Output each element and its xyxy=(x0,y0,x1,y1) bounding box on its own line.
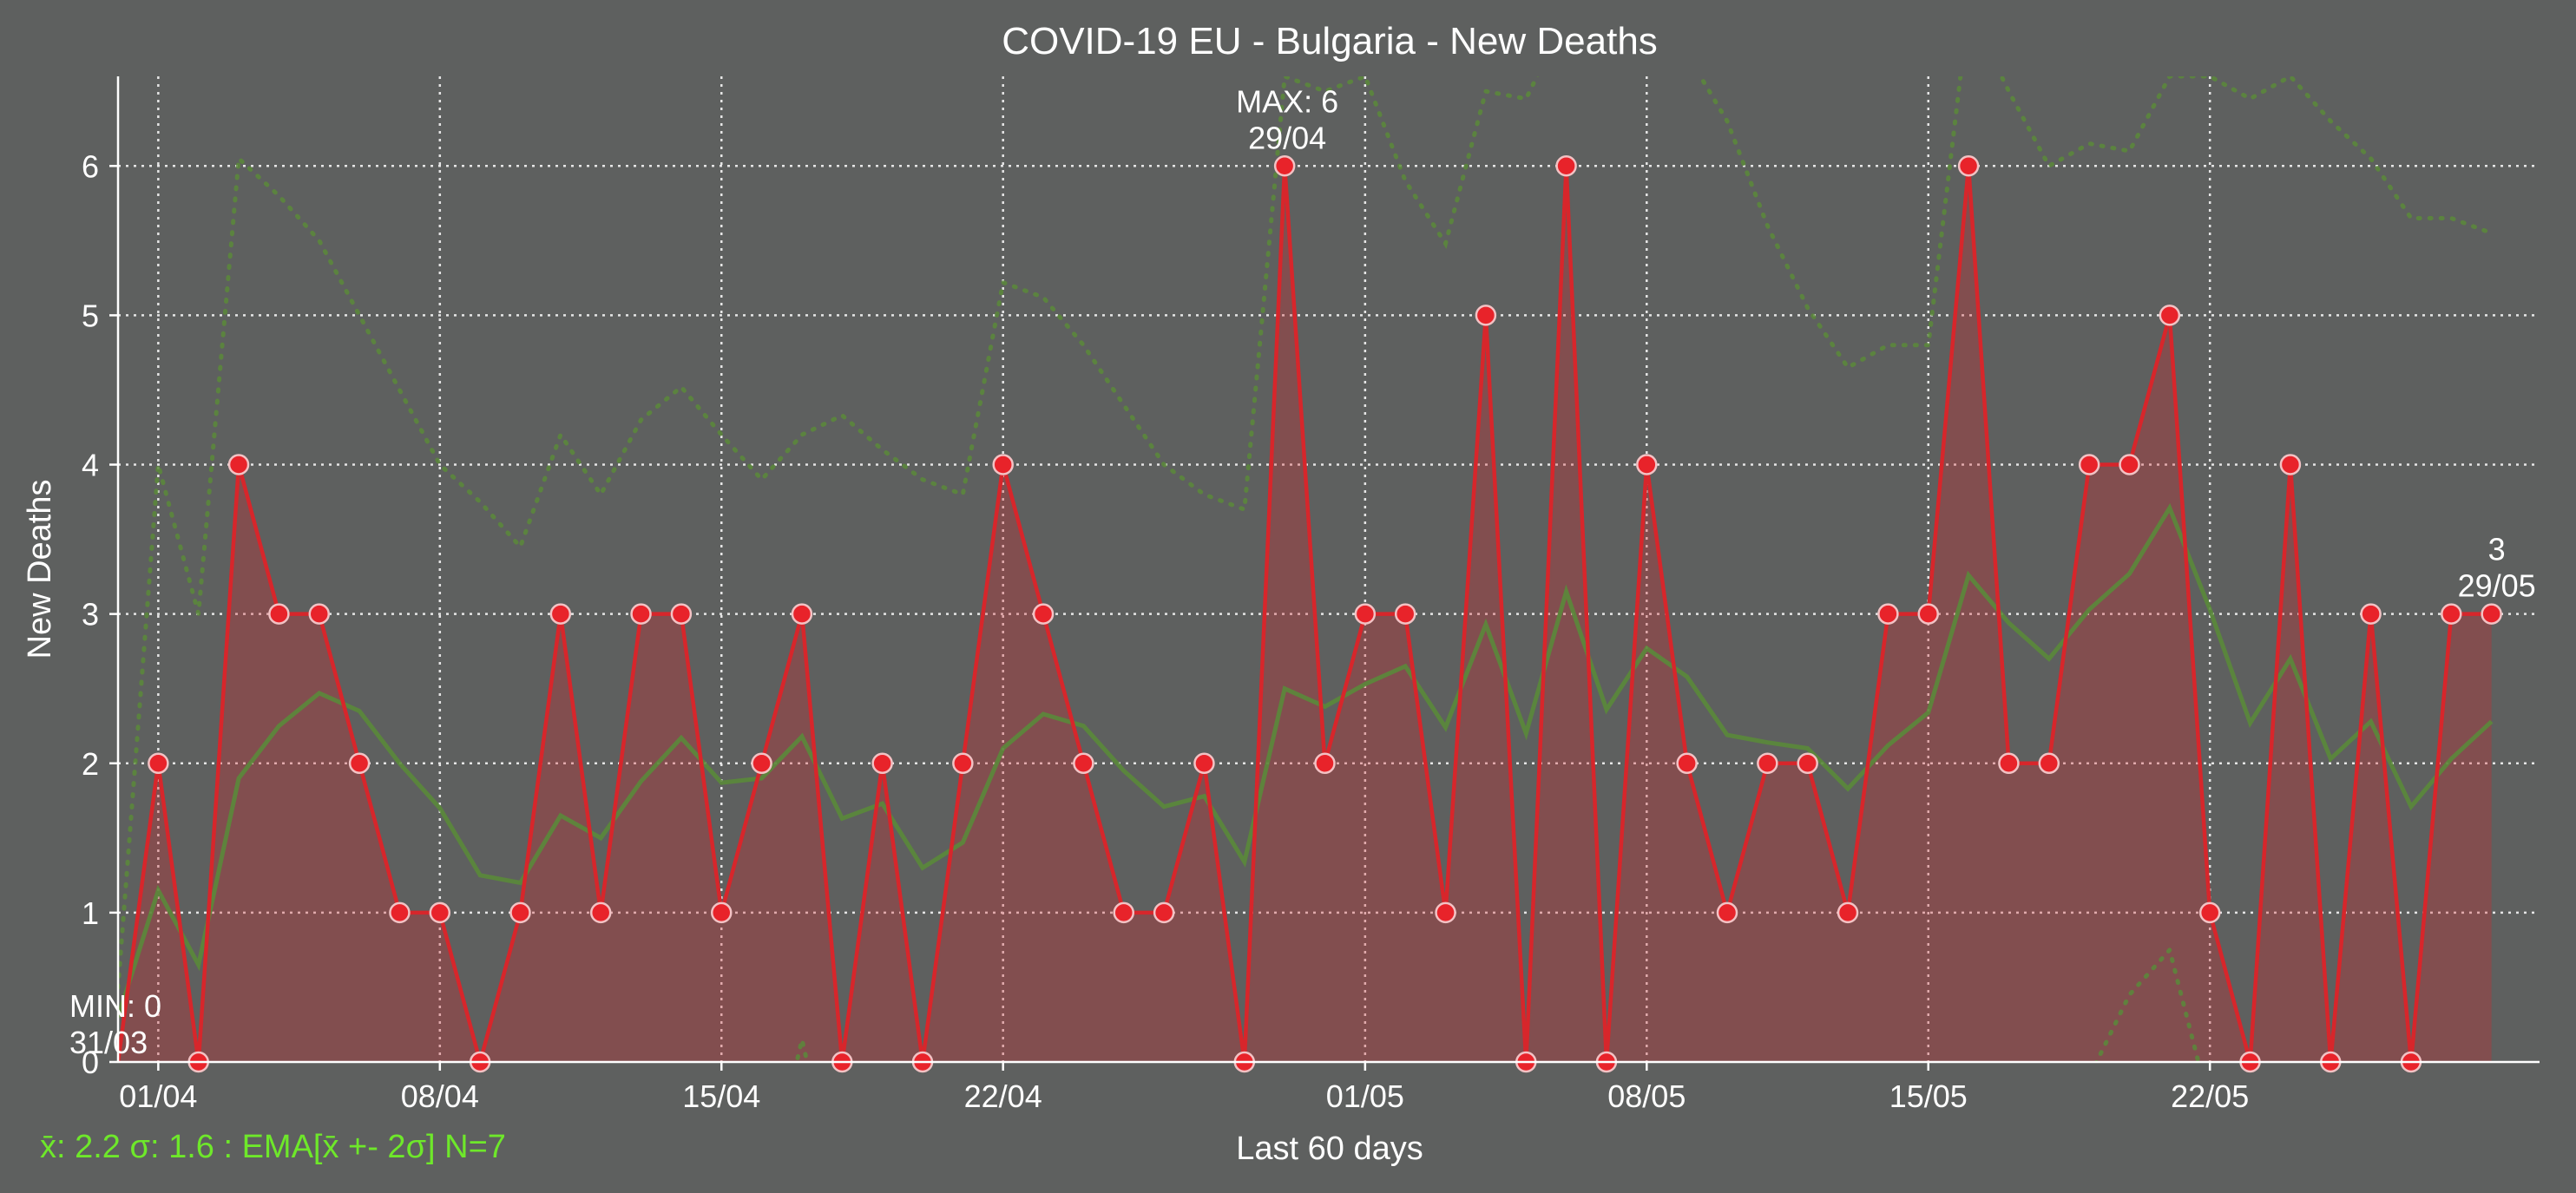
y-tick-label: 1 xyxy=(82,895,99,931)
x-tick-label: 08/04 xyxy=(401,1078,479,1114)
data-point xyxy=(348,752,371,775)
y-tick-label: 5 xyxy=(82,298,99,333)
last-annotation-value: 3 xyxy=(2488,532,2506,567)
data-point xyxy=(148,752,169,775)
data-point xyxy=(1314,752,1336,775)
chart-title: COVID-19 EU - Bulgaria - New Deaths xyxy=(1002,20,1658,62)
data-point xyxy=(791,603,813,625)
data-point xyxy=(2279,454,2302,475)
data-point xyxy=(1917,603,1939,625)
x-axis-label: Last 60 days xyxy=(1236,1131,1423,1167)
data-point xyxy=(1153,901,1175,924)
x-tick-label: 08/05 xyxy=(1607,1078,1686,1114)
data-point xyxy=(871,752,893,775)
y-axis-label: New Deaths xyxy=(22,480,58,659)
data-point xyxy=(308,603,330,625)
data-point xyxy=(952,752,974,775)
x-tick-label: 15/05 xyxy=(1889,1078,1968,1114)
data-point xyxy=(1837,901,1859,924)
y-tick-label: 2 xyxy=(82,746,99,782)
data-point xyxy=(1193,752,1215,775)
data-point xyxy=(670,603,693,625)
data-point xyxy=(1073,752,1094,775)
max-annotation-value: MAX: 6 xyxy=(1236,83,1338,119)
y-tick-label: 3 xyxy=(82,597,99,633)
x-tick-label: 22/05 xyxy=(2171,1078,2249,1114)
data-point xyxy=(509,901,531,924)
data-point xyxy=(1636,454,1658,475)
data-point xyxy=(1757,752,1778,775)
data-point xyxy=(2441,603,2462,625)
x-tick-label: 15/04 xyxy=(682,1078,760,1114)
data-point xyxy=(1032,603,1055,625)
min-annotation-value: MIN: 0 xyxy=(69,988,161,1024)
data-point xyxy=(711,901,733,924)
data-point xyxy=(1957,155,1980,177)
data-point xyxy=(268,603,290,625)
data-point xyxy=(1394,603,1416,625)
data-point xyxy=(1998,752,2020,775)
y-tick-label: 6 xyxy=(82,148,99,184)
min-annotation-date: 31/03 xyxy=(69,1025,148,1060)
data-point xyxy=(2078,454,2100,475)
data-point xyxy=(1716,901,1738,924)
data-point xyxy=(751,752,772,775)
y-ticks: 0 1 2 3 4 5 6 xyxy=(82,148,118,1080)
new-deaths-area xyxy=(118,166,2492,1062)
area-fill xyxy=(118,166,2492,1062)
last-annotation-date: 29/05 xyxy=(2458,568,2536,604)
x-tick-label: 01/04 xyxy=(119,1078,197,1114)
data-point xyxy=(2159,305,2181,326)
data-point xyxy=(389,901,411,924)
max-annotation-date: 29/04 xyxy=(1248,120,1326,155)
data-point xyxy=(1877,603,1899,625)
x-tick-label: 01/05 xyxy=(1326,1078,1404,1114)
data-point xyxy=(2198,901,2221,924)
data-point xyxy=(2119,454,2140,475)
ema-polyline xyxy=(118,502,2494,1019)
stats-label: x̄: 2.2 σ: 1.6 : EMA[x̄ +- 2σ] N=7 xyxy=(40,1129,506,1165)
ema-line xyxy=(118,502,2494,1019)
data-point xyxy=(549,603,572,625)
data-point xyxy=(227,454,250,475)
data-point xyxy=(429,901,451,924)
y-tick-label: 0 xyxy=(82,1045,99,1080)
data-point xyxy=(1354,603,1377,625)
data-point xyxy=(1435,901,1456,924)
data-point xyxy=(1113,901,1134,924)
data-point xyxy=(1797,752,1818,775)
new-deaths-points xyxy=(148,155,2502,1073)
data-point xyxy=(630,603,652,625)
x-tick-label: 22/04 xyxy=(964,1078,1042,1114)
data-point xyxy=(2360,603,2382,625)
data-point xyxy=(2481,603,2502,625)
data-point xyxy=(1555,155,1577,177)
data-point xyxy=(589,901,612,924)
data-point xyxy=(992,454,1014,475)
x-ticks: 01/04 08/04 15/04 22/04 01/05 08/05 15/05 22/05 xyxy=(119,1062,2249,1114)
y-tick-label: 4 xyxy=(82,448,99,483)
data-point xyxy=(1273,155,1296,177)
data-point xyxy=(1475,305,1497,326)
data-point xyxy=(2038,752,2060,775)
data-point xyxy=(1676,752,1698,775)
